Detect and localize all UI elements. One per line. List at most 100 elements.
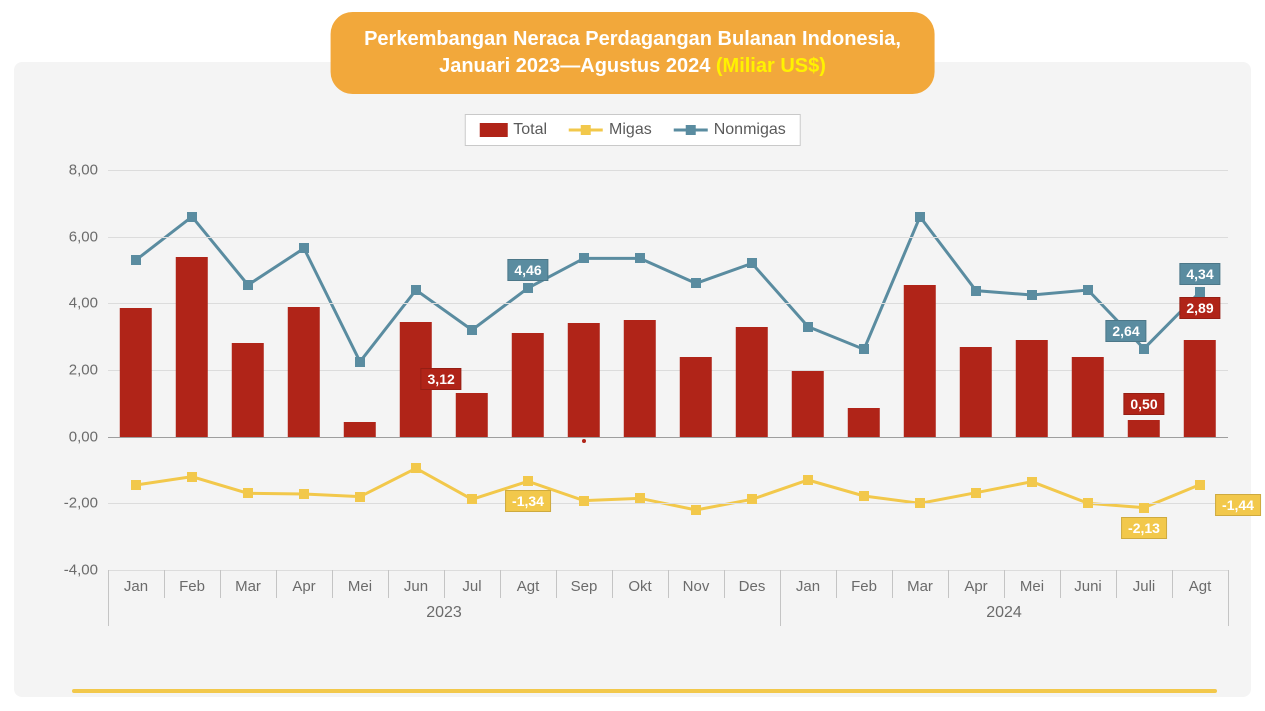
data-label: 3,12: [421, 368, 462, 390]
nonmigas-marker: [131, 255, 141, 265]
legend-label: Migas: [609, 121, 652, 139]
total-bar: [344, 422, 376, 437]
gridline: [108, 303, 1228, 304]
x-axis-category: Mar: [907, 570, 933, 595]
x-axis-divider: [1116, 570, 1117, 598]
nonmigas-marker: [467, 325, 477, 335]
x-axis-category: Feb: [851, 570, 877, 595]
nonmigas-marker: [299, 243, 309, 253]
nonmigas-marker: [747, 258, 757, 268]
nonmigas-marker: [1083, 285, 1093, 295]
x-axis-category: Apr: [964, 570, 987, 595]
y-axis-tick: 2,00: [69, 362, 108, 379]
nonmigas-marker: [803, 322, 813, 332]
migas-marker: [859, 491, 869, 501]
chart-title-banner: Perkembangan Neraca Perdagangan Bulanan …: [330, 12, 935, 94]
total-bar: [960, 347, 992, 437]
x-axis-category: Agt: [517, 570, 540, 595]
data-label: 2,64: [1105, 320, 1146, 342]
x-axis-category: Jul: [462, 570, 481, 595]
legend-line-swatch: [569, 123, 603, 137]
stray-dot: [582, 439, 586, 443]
total-bar: [120, 308, 152, 436]
data-label: 4,34: [1179, 263, 1220, 285]
nonmigas-marker: [859, 344, 869, 354]
x-axis-divider: [1060, 570, 1061, 598]
migas-marker: [1195, 480, 1205, 490]
legend-label: Total: [513, 121, 547, 139]
x-axis-group-divider: [1228, 570, 1229, 626]
x-axis-divider: [220, 570, 221, 598]
migas-marker: [299, 489, 309, 499]
x-axis-category: Feb: [179, 570, 205, 595]
data-label: -1,34: [505, 490, 551, 512]
x-axis-divider: [332, 570, 333, 598]
nonmigas-marker: [579, 253, 589, 263]
migas-marker: [747, 494, 757, 504]
nonmigas-marker: [187, 212, 197, 222]
y-axis-tick: -2,00: [64, 495, 108, 512]
x-axis-divider: [164, 570, 165, 598]
total-bar: [624, 320, 656, 437]
x-axis-category: Apr: [292, 570, 315, 595]
data-label: 2,89: [1179, 297, 1220, 319]
migas-marker: [1139, 503, 1149, 513]
y-axis-tick: -4,00: [64, 562, 108, 579]
x-axis-category: Sep: [571, 570, 598, 595]
total-bar: [680, 357, 712, 437]
x-axis-category: Juni: [1074, 570, 1102, 595]
total-bar: [1072, 357, 1104, 437]
x-axis-divider: [892, 570, 893, 598]
nonmigas-marker: [243, 280, 253, 290]
migas-marker: [355, 492, 365, 502]
nonmigas-marker: [1027, 290, 1037, 300]
x-axis-year-group: 2023: [426, 570, 462, 622]
legend-item: Total: [479, 121, 547, 139]
x-axis-divider: [836, 570, 837, 598]
gridline: [108, 370, 1228, 371]
migas-marker: [691, 505, 701, 515]
total-bar: [568, 323, 600, 436]
chart-title-line2: Januari 2023—Agustus 2024: [439, 55, 716, 77]
footer-rule: [72, 689, 1217, 693]
y-axis-tick: 8,00: [69, 162, 108, 179]
legend-bar-swatch: [479, 123, 507, 137]
x-axis-group-divider: [780, 570, 781, 626]
x-axis-category: Mei: [348, 570, 372, 595]
x-axis-divider: [276, 570, 277, 598]
nonmigas-marker: [691, 278, 701, 288]
migas-marker: [915, 498, 925, 508]
legend-item: Nonmigas: [674, 121, 786, 139]
data-label: -1,44: [1215, 494, 1261, 516]
migas-marker: [803, 475, 813, 485]
migas-marker: [1027, 477, 1037, 487]
total-bar: [848, 408, 880, 436]
migas-marker: [579, 496, 589, 506]
migas-marker: [187, 472, 197, 482]
nonmigas-marker: [523, 283, 533, 293]
y-axis-tick: 4,00: [69, 295, 108, 312]
migas-marker: [523, 476, 533, 486]
x-axis-group-divider: [108, 570, 109, 626]
x-axis-category: Okt: [628, 570, 651, 595]
x-axis-divider: [668, 570, 669, 598]
total-bar: [512, 333, 544, 437]
x-axis-divider: [500, 570, 501, 598]
gridline: [108, 503, 1228, 504]
x-axis-category: Juli: [1133, 570, 1156, 595]
nonmigas-marker: [635, 253, 645, 263]
y-axis-tick: 6,00: [69, 228, 108, 245]
migas-marker: [243, 488, 253, 498]
x-axis-category: Des: [739, 570, 766, 595]
x-axis-category: Mei: [1020, 570, 1044, 595]
legend-label: Nonmigas: [714, 121, 786, 139]
total-bar: [736, 327, 768, 437]
nonmigas-marker: [971, 286, 981, 296]
nonmigas-marker: [355, 357, 365, 367]
total-bar: [1184, 340, 1216, 436]
x-axis-category: Mar: [235, 570, 261, 595]
total-bar: [1016, 340, 1048, 437]
chart-title-line1: Perkembangan Neraca Perdagangan Bulanan …: [364, 26, 901, 53]
nonmigas-marker: [411, 285, 421, 295]
migas-marker: [1083, 498, 1093, 508]
